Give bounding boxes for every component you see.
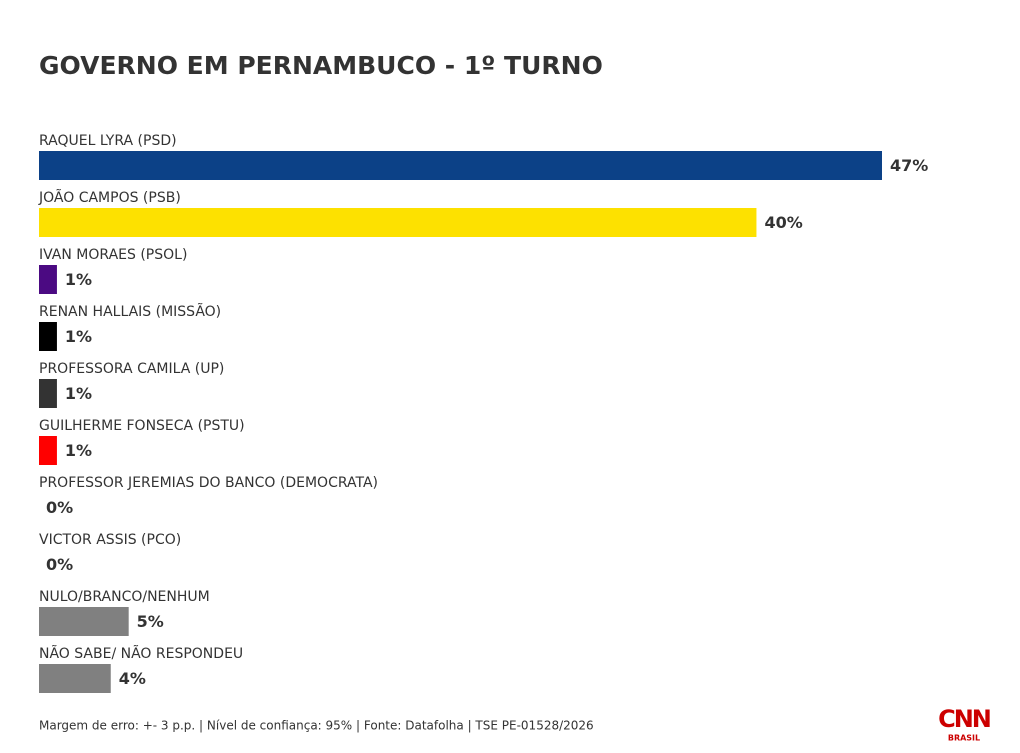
value-label: 40% — [764, 213, 802, 232]
value-label: 4% — [119, 669, 146, 688]
footnote: Margem de erro: +- 3 p.p. | Nível de con… — [39, 719, 594, 733]
bar — [39, 151, 882, 180]
value-label: 1% — [65, 441, 92, 460]
bar — [39, 208, 757, 237]
bar — [39, 607, 129, 636]
value-label: 5% — [137, 612, 164, 631]
logo: CNN — [938, 705, 990, 733]
bar — [39, 379, 57, 408]
bar — [39, 436, 57, 465]
bar — [39, 265, 57, 294]
chart-title: GOVERNO EM PERNAMBUCO - 1º TURNO — [39, 51, 603, 80]
category-label: RAQUEL LYRA (PSD) — [39, 133, 177, 149]
bar — [39, 322, 57, 351]
category-label: IVAN MORAES (PSOL) — [39, 247, 187, 263]
value-label: 1% — [65, 327, 92, 346]
value-label: 0% — [46, 555, 73, 574]
value-label: 1% — [65, 270, 92, 289]
category-label: NÃO SABE/ NÃO RESPONDEU — [39, 645, 243, 662]
category-label: GUILHERME FONSECA (PSTU) — [39, 418, 245, 434]
category-label: RENAN HALLAIS (MISSÃO) — [39, 303, 221, 320]
category-label: NULO/BRANCO/NENHUM — [39, 589, 210, 605]
category-label: PROFESSOR JEREMIAS DO BANCO (DEMOCRATA) — [39, 475, 378, 491]
value-label: 47% — [890, 156, 928, 175]
bar — [39, 664, 111, 693]
category-label: JOÃO CAMPOS (PSB) — [38, 189, 181, 206]
value-label: 0% — [46, 498, 73, 517]
category-label: VICTOR ASSIS (PCO) — [39, 532, 181, 548]
value-label: 1% — [65, 384, 92, 403]
logo-sub: BRASIL — [948, 734, 980, 743]
category-label: PROFESSORA CAMILA (UP) — [39, 361, 224, 377]
